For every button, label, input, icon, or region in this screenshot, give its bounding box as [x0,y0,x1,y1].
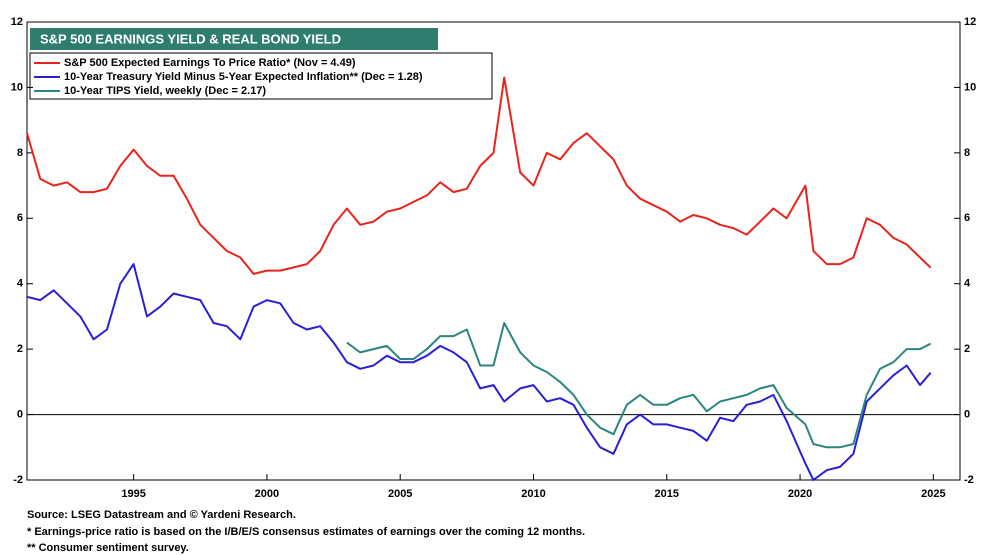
plot-frame [26,21,961,481]
y2-tick-label: 10 [964,81,976,93]
y-tick-label: -2 [13,474,23,486]
y2-tick-label: 2 [964,343,970,355]
legend-label: S&P 500 Expected Earnings To Price Ratio… [64,57,356,69]
x-tick-label: 1995 [121,488,145,500]
y2-tick-label: 0 [964,408,970,420]
y-tick-label: 2 [17,343,23,355]
x-tick-label: 2020 [788,488,812,500]
x-tick-label: 2015 [655,488,679,500]
y2-tick-label: -2 [964,474,974,486]
y-tick-label: 8 [17,147,23,159]
source-note: Source: LSEG Datastream and © Yardeni Re… [27,509,296,521]
legend-box [29,52,493,100]
footnote: * Earnings-price ratio is based on the I… [27,526,585,538]
y2-tick-label: 6 [964,212,970,224]
title-box [30,28,438,50]
y-tick-label: 6 [17,212,23,224]
y2-tick-label: 8 [964,147,970,159]
y-tick-label: 0 [17,408,23,420]
series-line [26,263,932,481]
chart-title: S&P 500 EARNINGS YIELD & REAL BOND YIELD [40,31,341,46]
footnote: ** Consumer sentiment survey. [27,542,189,554]
legend-label: 10-Year Treasury Yield Minus 5-Year Expe… [64,71,423,83]
x-tick-label: 2010 [521,488,545,500]
legend-label: 10-Year TIPS Yield, weekly (Dec = 2.17) [64,85,266,97]
x-tick-label: 2025 [921,488,945,500]
y-tick-label: 4 [17,278,24,290]
y2-tick-label: 4 [964,278,971,290]
series-line [26,76,932,275]
x-tick-label: 2000 [255,488,279,500]
y-tick-label: 12 [11,16,23,28]
y-tick-label: 10 [11,81,23,93]
y2-tick-label: 12 [964,16,976,28]
x-tick-label: 2005 [388,488,412,500]
series-line [346,322,932,449]
